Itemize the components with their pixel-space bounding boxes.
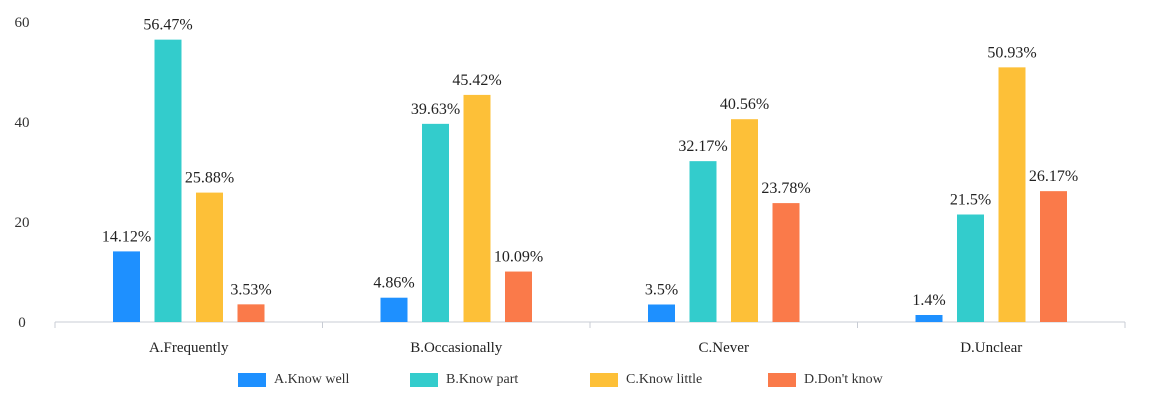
legend-swatch [410, 373, 438, 387]
bar [731, 119, 758, 322]
bar [772, 203, 800, 322]
data-label: 40.56% [720, 96, 769, 113]
bar [237, 304, 265, 322]
data-label: 14.12% [102, 228, 151, 245]
legend-label: C.Know little [626, 372, 703, 387]
data-label: 32.17% [678, 138, 727, 155]
bar [196, 192, 223, 322]
legend-item: B.Know part [410, 372, 518, 388]
bar-chart: 0 20 40 60 14.12% 56.47% 25.88% 3.53% A.Frequent… [15, 15, 1126, 356]
data-label: 50.93% [987, 44, 1036, 61]
data-label: 4.86% [373, 275, 414, 292]
data-label: 26.17% [1029, 168, 1078, 185]
legend-swatch [590, 373, 618, 387]
bar [998, 67, 1026, 322]
bar [957, 214, 984, 322]
legend-item: C.Know little [590, 372, 702, 388]
legend-swatch [238, 373, 266, 387]
bar [689, 161, 717, 322]
x-category-label: B.Occasionally [410, 340, 503, 356]
y-tick-label: 20 [15, 215, 30, 231]
bar [915, 315, 943, 322]
bar [648, 304, 675, 322]
y-tick-label: 40 [15, 115, 30, 131]
bar [422, 123, 449, 322]
x-category-label: A.Frequently [149, 340, 229, 356]
x-category-label: D.Unclear [960, 340, 1022, 356]
data-label: 45.42% [452, 72, 501, 89]
data-label: 10.09% [494, 249, 543, 266]
bar [463, 94, 491, 323]
legend-item: D.Don't know [768, 372, 883, 388]
bar [380, 297, 408, 322]
data-label: 39.63% [411, 101, 460, 118]
bar [505, 271, 532, 322]
bar [154, 39, 182, 323]
data-label: 56.47% [143, 17, 192, 34]
data-label: 21.5% [950, 192, 991, 209]
x-category-label: C.Never [699, 340, 749, 356]
legend-label: A.Know well [274, 372, 350, 387]
legend-label: D.Don't know [804, 372, 883, 387]
legend-item: A.Know well [238, 372, 349, 388]
bar [113, 251, 140, 322]
data-label: 23.78% [761, 180, 810, 197]
data-label: 3.53% [230, 281, 271, 298]
legend-swatch [768, 373, 796, 387]
data-label: 3.5% [645, 282, 678, 299]
data-label: 1.4% [912, 292, 945, 309]
y-tick-label: 60 [15, 15, 30, 31]
data-label: 25.88% [185, 170, 234, 187]
legend-label: B.Know part [446, 372, 519, 387]
chart-legend: A.Know well B.Know part C.Know little D.Don… [0, 372, 1150, 398]
y-tick-label: 0 [18, 315, 26, 331]
bar [1040, 191, 1067, 322]
